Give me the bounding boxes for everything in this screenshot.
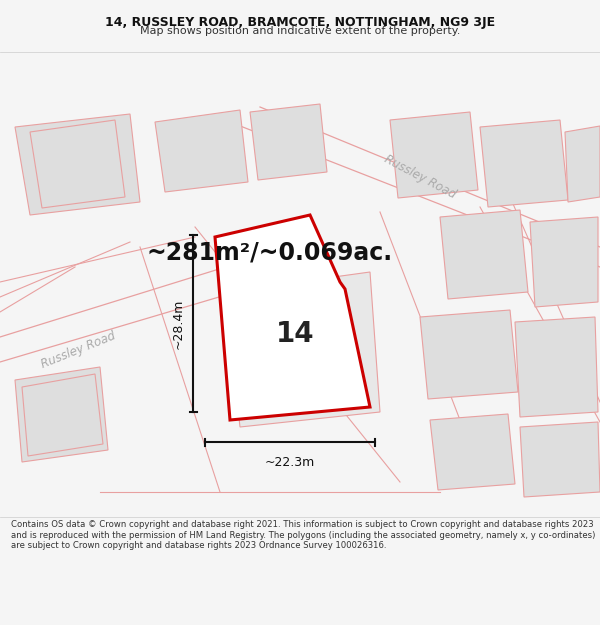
Polygon shape bbox=[480, 120, 568, 207]
Polygon shape bbox=[515, 317, 598, 417]
Text: 14: 14 bbox=[275, 320, 314, 348]
Text: ~22.3m: ~22.3m bbox=[265, 456, 315, 469]
Polygon shape bbox=[565, 126, 600, 202]
Polygon shape bbox=[30, 120, 125, 208]
Text: ~281m²/~0.069ac.: ~281m²/~0.069ac. bbox=[147, 240, 393, 264]
Polygon shape bbox=[440, 210, 528, 299]
Polygon shape bbox=[15, 114, 140, 215]
Polygon shape bbox=[225, 272, 380, 427]
Text: ~28.4m: ~28.4m bbox=[172, 298, 185, 349]
Text: 14, RUSSLEY ROAD, BRAMCOTE, NOTTINGHAM, NG9 3JE: 14, RUSSLEY ROAD, BRAMCOTE, NOTTINGHAM, … bbox=[105, 16, 495, 29]
Text: Russley Road: Russley Road bbox=[39, 329, 117, 371]
Polygon shape bbox=[215, 215, 370, 420]
Polygon shape bbox=[155, 110, 248, 192]
Text: Contains OS data © Crown copyright and database right 2021. This information is : Contains OS data © Crown copyright and d… bbox=[11, 520, 595, 550]
Polygon shape bbox=[520, 422, 600, 497]
Polygon shape bbox=[250, 104, 327, 180]
Polygon shape bbox=[420, 310, 518, 399]
Polygon shape bbox=[15, 367, 108, 462]
Polygon shape bbox=[22, 374, 103, 456]
Polygon shape bbox=[430, 414, 515, 490]
Polygon shape bbox=[390, 112, 478, 198]
Text: Russley Road: Russley Road bbox=[382, 152, 458, 201]
Polygon shape bbox=[530, 217, 598, 307]
Text: Map shows position and indicative extent of the property.: Map shows position and indicative extent… bbox=[140, 26, 460, 36]
